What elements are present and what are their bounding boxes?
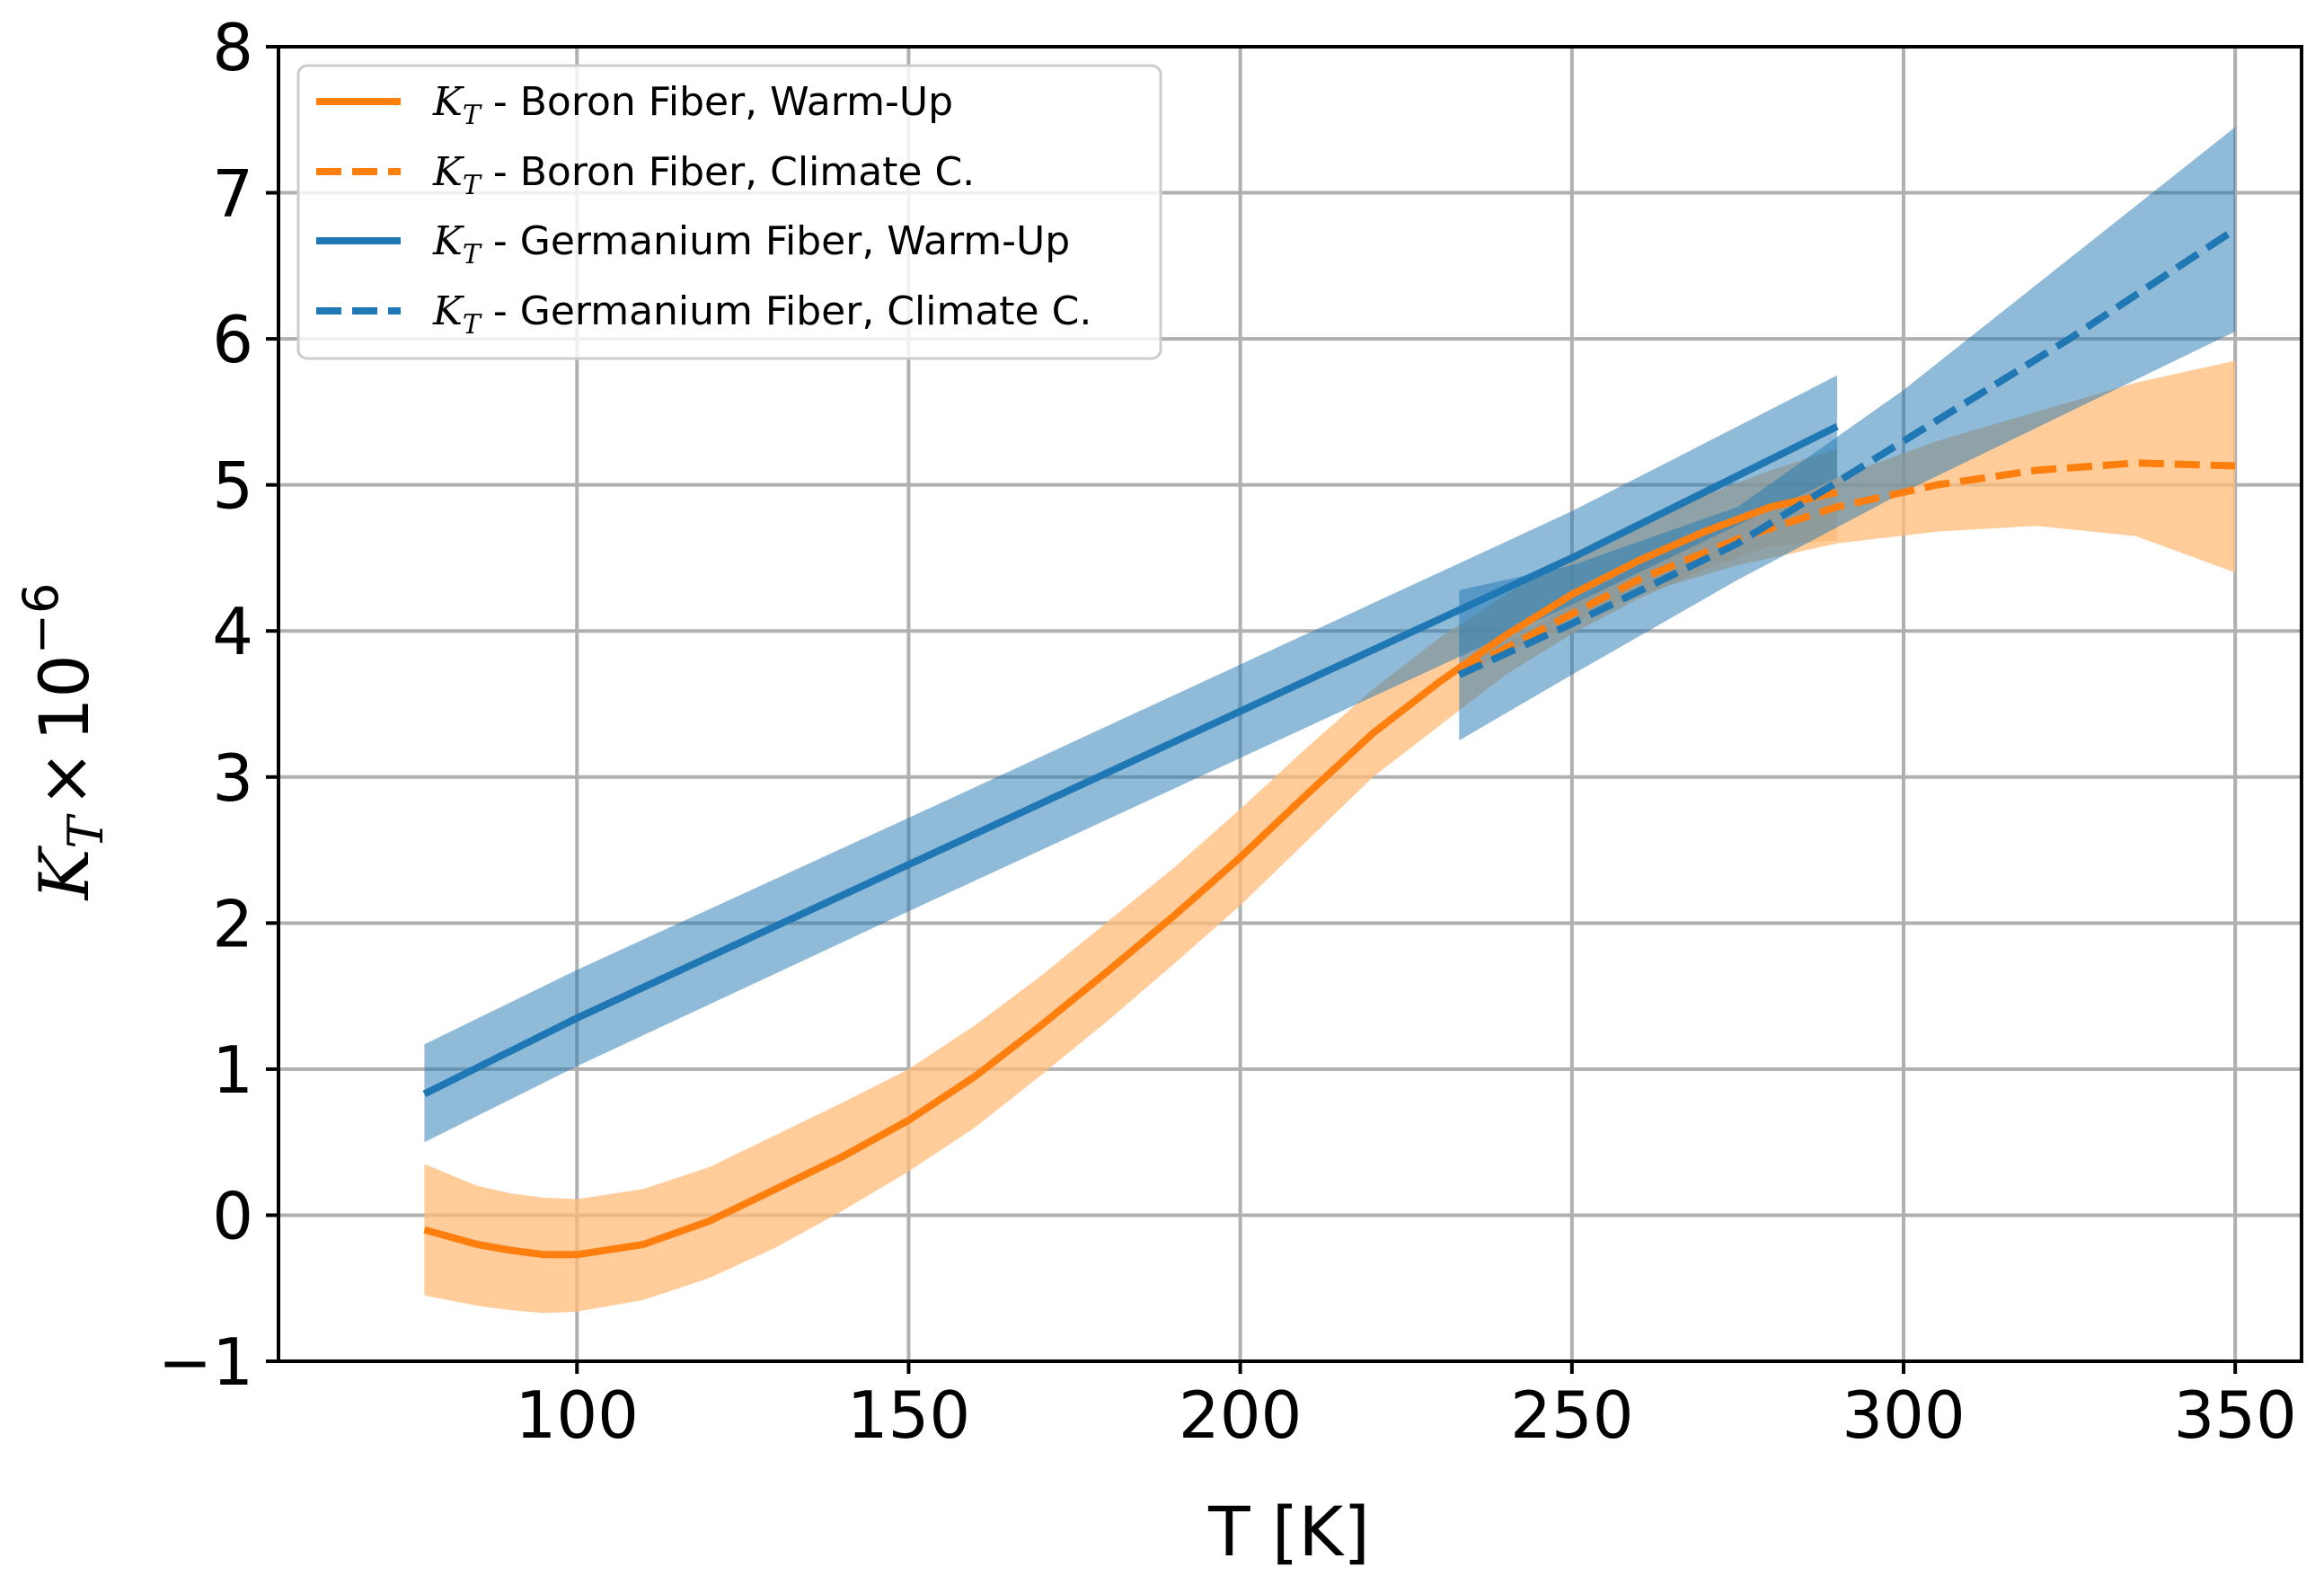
legend-box bbox=[296, 64, 1162, 360]
plot-frame bbox=[277, 45, 2303, 1363]
y-tick-label: 6 bbox=[212, 302, 253, 377]
y-axis-label-base: 10 bbox=[24, 654, 104, 741]
svg-text:KT - Germanium Fiber, Climate: KT - Germanium Fiber, Climate C. bbox=[432, 288, 1091, 341]
y-tick-label: 1 bbox=[212, 1032, 253, 1108]
x-tick-label: 350 bbox=[2173, 1377, 2296, 1453]
band-germanium-climate bbox=[1459, 127, 2236, 741]
line-boron-climate bbox=[1457, 459, 2236, 676]
line-germanium-warmup bbox=[422, 423, 1839, 1098]
y-tick-label: 5 bbox=[212, 448, 253, 524]
y-axis-label-times: × bbox=[24, 750, 104, 808]
svg-text:KT - Boron Fiber, Warm-Up: KT - Boron Fiber, Warm-Up bbox=[432, 79, 953, 131]
svg-text:KT - Germanium Fiber, Warm-Up: KT - Germanium Fiber, Warm-Up bbox=[432, 218, 1070, 270]
x-tick-label: 150 bbox=[847, 1377, 970, 1453]
legend-item-boron-warmup: KT - Boron Fiber, Warm-Up bbox=[316, 79, 953, 131]
y-tick-label: 7 bbox=[212, 156, 253, 232]
axis-ticks: 100 150 200 250 300 350 −1 0 1 2 3 4 5 6 7 8 bbox=[158, 10, 2297, 1453]
x-tick-label: 100 bbox=[516, 1377, 639, 1453]
y-axis-label-k: K bbox=[24, 845, 104, 901]
legend-item-boron-climate: KT - Boron Fiber, Climate C. bbox=[316, 149, 975, 201]
svg-text:KT×10−6: KT × 10−6 bbox=[13, 583, 114, 902]
legend-item-germanium-warmup: KT - Germanium Fiber, Warm-Up bbox=[316, 218, 1070, 270]
y-tick-label: −1 bbox=[158, 1324, 253, 1400]
legend: KT - Boron Fiber, Warm-Up KT - Boron Fib… bbox=[296, 64, 1162, 360]
y-tick-label: 8 bbox=[212, 10, 253, 85]
y-tick-label: 3 bbox=[212, 740, 253, 816]
y-axis-label: KT × 10−6 bbox=[13, 583, 114, 902]
line-germanium-climate bbox=[1457, 226, 2238, 678]
x-tick-label: 200 bbox=[1179, 1377, 1302, 1453]
x-axis-label: T [K] bbox=[1207, 1492, 1370, 1572]
y-axis-label-sub: T bbox=[57, 813, 114, 849]
series-lines bbox=[422, 226, 2238, 1259]
x-tick-label: 250 bbox=[1510, 1377, 1633, 1453]
y-tick-label: 0 bbox=[212, 1178, 253, 1253]
legend-item-germanium-climate: KT - Germanium Fiber, Climate C. bbox=[316, 288, 1091, 341]
x-tick-label: 300 bbox=[1842, 1377, 1965, 1453]
y-axis-label-exp: −6 bbox=[13, 583, 69, 655]
svg-text:KT - Boron Fiber, Climate C.: KT - Boron Fiber, Climate C. bbox=[432, 149, 975, 201]
y-tick-label: 2 bbox=[212, 886, 253, 961]
line-boron-warmup bbox=[423, 488, 1838, 1259]
y-tick-label: 4 bbox=[212, 594, 253, 669]
